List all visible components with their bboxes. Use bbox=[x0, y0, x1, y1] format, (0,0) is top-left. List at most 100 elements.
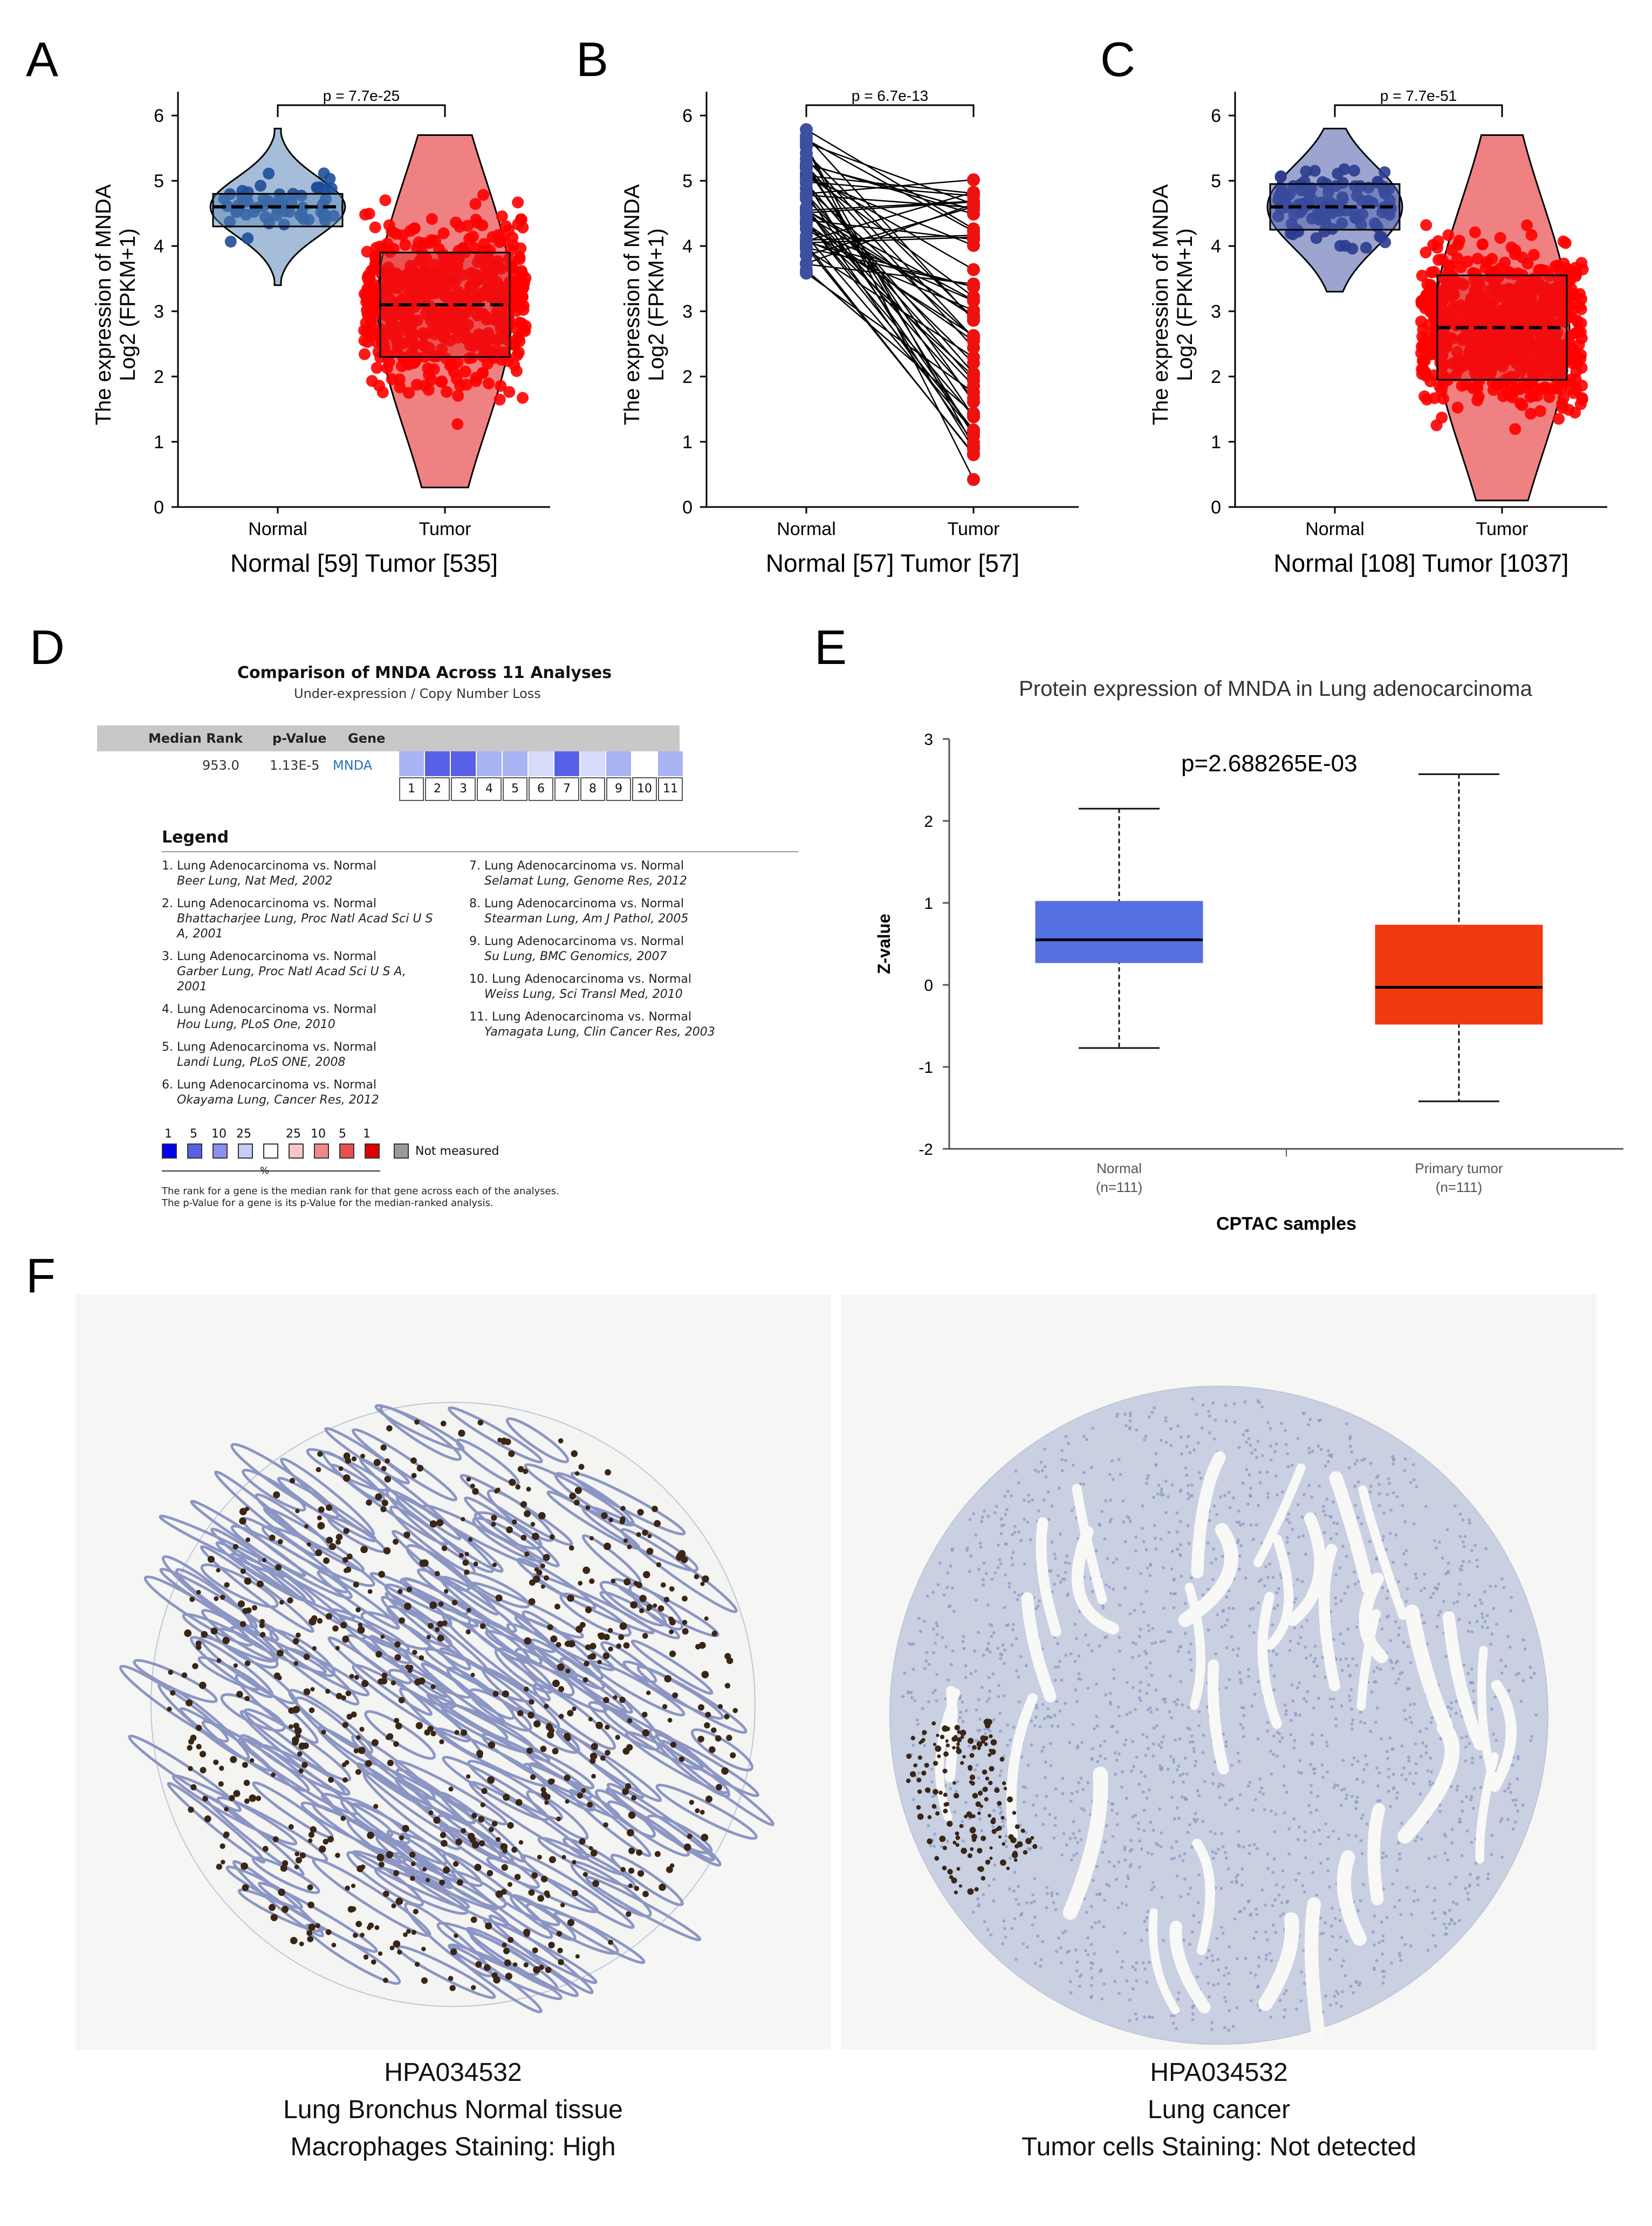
stained-cell bbox=[361, 1680, 369, 1687]
tumor-nucleus bbox=[1266, 1867, 1270, 1871]
stained-cell bbox=[402, 1825, 409, 1832]
tumor-nucleus bbox=[1057, 1936, 1060, 1940]
data-point bbox=[1375, 231, 1387, 243]
tumor-nucleus bbox=[1187, 1434, 1190, 1438]
analysis-number[interactable]: 4 bbox=[477, 777, 502, 801]
tumor-nucleus bbox=[1116, 1906, 1120, 1909]
tumor-point bbox=[967, 407, 980, 420]
analysis-number[interactable]: 3 bbox=[451, 777, 476, 801]
tumor-nucleus bbox=[1423, 1621, 1427, 1625]
tumor-nucleus bbox=[1317, 1419, 1321, 1423]
tumor-nucleus bbox=[1296, 1437, 1300, 1441]
tumor-nucleus bbox=[1306, 1423, 1310, 1427]
tumor-nucleus bbox=[979, 1519, 983, 1523]
row-gene-link[interactable]: MNDA bbox=[333, 758, 373, 773]
heat-cell bbox=[477, 751, 502, 776]
tumor-nucleus bbox=[1175, 1806, 1179, 1810]
tumor-nucleus bbox=[1514, 1673, 1518, 1676]
tumor-nucleus bbox=[1255, 1523, 1258, 1527]
stroma-gap bbox=[1367, 1803, 1386, 1906]
analysis-number[interactable]: 5 bbox=[503, 777, 527, 801]
y-axis-label-1: The expression of MNDA bbox=[1149, 184, 1173, 425]
data-point bbox=[383, 355, 395, 368]
tumor-nucleus bbox=[1134, 1536, 1138, 1539]
pair-line bbox=[806, 182, 974, 374]
tumor-nucleus bbox=[1210, 2028, 1214, 2031]
tumor-nucleus bbox=[996, 1566, 1000, 1570]
stained-cell bbox=[608, 1628, 613, 1633]
tumor-nucleus bbox=[1329, 1924, 1333, 1928]
scale-label: 10 bbox=[311, 1127, 326, 1141]
analysis-number[interactable]: 11 bbox=[658, 777, 683, 801]
tumor-nucleus bbox=[1143, 1438, 1147, 1442]
data-point bbox=[1438, 284, 1451, 296]
panel-label-b: B bbox=[576, 33, 609, 87]
tumor-nucleus bbox=[1386, 1756, 1389, 1760]
stained-cell bbox=[989, 1749, 992, 1752]
stained-cell bbox=[355, 1607, 361, 1613]
tumor-nucleus bbox=[1084, 1633, 1087, 1637]
tumor-nucleus bbox=[1013, 1530, 1017, 1534]
tumor-nucleus bbox=[1356, 1516, 1360, 1519]
analysis-number[interactable]: 2 bbox=[425, 777, 450, 801]
analysis-number[interactable]: 6 bbox=[529, 777, 553, 801]
ihc-normal-core bbox=[119, 1402, 775, 2013]
tumor-nucleus bbox=[1273, 1450, 1277, 1454]
stained-cell bbox=[947, 1820, 953, 1827]
tumor-nucleus bbox=[1426, 1949, 1430, 1953]
data-point bbox=[1515, 356, 1527, 368]
tumor-nucleus bbox=[1173, 1817, 1176, 1821]
stained-cell bbox=[945, 1743, 950, 1748]
data-point bbox=[1513, 383, 1526, 395]
stained-cell bbox=[597, 1632, 602, 1638]
tumor-nucleus bbox=[1450, 1841, 1454, 1845]
tumor-nucleus bbox=[1277, 1893, 1281, 1897]
stained-cell bbox=[167, 1707, 172, 1712]
normal-point bbox=[800, 204, 813, 217]
tumor-nucleus bbox=[1214, 1557, 1218, 1561]
stained-cell bbox=[188, 1738, 194, 1745]
stained-cell bbox=[222, 1636, 230, 1645]
tumor-nucleus bbox=[1253, 1693, 1257, 1696]
tumor-nucleus bbox=[1397, 1626, 1401, 1630]
analysis-number[interactable]: 7 bbox=[554, 777, 579, 801]
tumor-nucleus bbox=[1449, 1785, 1453, 1789]
analysis-number[interactable]: 8 bbox=[580, 777, 605, 801]
stained-cell bbox=[550, 1635, 558, 1643]
stroma-gap bbox=[1071, 1526, 1119, 1635]
tumor-nucleus bbox=[1179, 1543, 1183, 1547]
tumor-nucleus bbox=[1235, 1881, 1238, 1885]
stained-cell bbox=[397, 1588, 403, 1594]
tumor-nucleus bbox=[1091, 1426, 1095, 1430]
stained-cell bbox=[393, 1870, 400, 1876]
data-point bbox=[1462, 255, 1474, 268]
tumor-nucleus bbox=[1257, 1964, 1260, 1968]
tumor-nucleus bbox=[1160, 1740, 1164, 1744]
tumor-nucleus bbox=[1414, 1572, 1417, 1576]
tumor-nucleus bbox=[1242, 1706, 1246, 1710]
analysis-number[interactable]: 1 bbox=[399, 777, 424, 801]
x-tick-label: Normal bbox=[1305, 519, 1365, 539]
data-point bbox=[1523, 340, 1536, 353]
data-point bbox=[1442, 229, 1455, 242]
analysis-number[interactable]: 10 bbox=[632, 777, 657, 801]
tumor-nucleus bbox=[1183, 1852, 1187, 1856]
stained-cell bbox=[917, 1813, 924, 1820]
tumor-nucleus bbox=[1317, 1444, 1320, 1448]
tumor-nucleus bbox=[1132, 1765, 1136, 1769]
tumor-nucleus bbox=[1208, 1995, 1211, 1999]
stained-cell bbox=[332, 1625, 339, 1632]
stained-cell bbox=[351, 1456, 357, 1462]
tumor-nucleus bbox=[1446, 1858, 1450, 1862]
stained-cell bbox=[588, 1846, 593, 1851]
tumor-nucleus bbox=[1427, 1857, 1431, 1860]
stained-cell bbox=[960, 1735, 964, 1739]
data-point bbox=[1301, 183, 1313, 196]
tumor-nucleus bbox=[1490, 1833, 1494, 1837]
tumor-nucleus bbox=[1160, 1831, 1163, 1835]
pair-line bbox=[806, 209, 974, 301]
tumor-nucleus bbox=[1385, 1597, 1389, 1600]
analysis-number[interactable]: 9 bbox=[606, 777, 631, 801]
x-tick-n: (n=111) bbox=[1436, 1179, 1482, 1195]
tumor-nucleus bbox=[1176, 1649, 1180, 1653]
